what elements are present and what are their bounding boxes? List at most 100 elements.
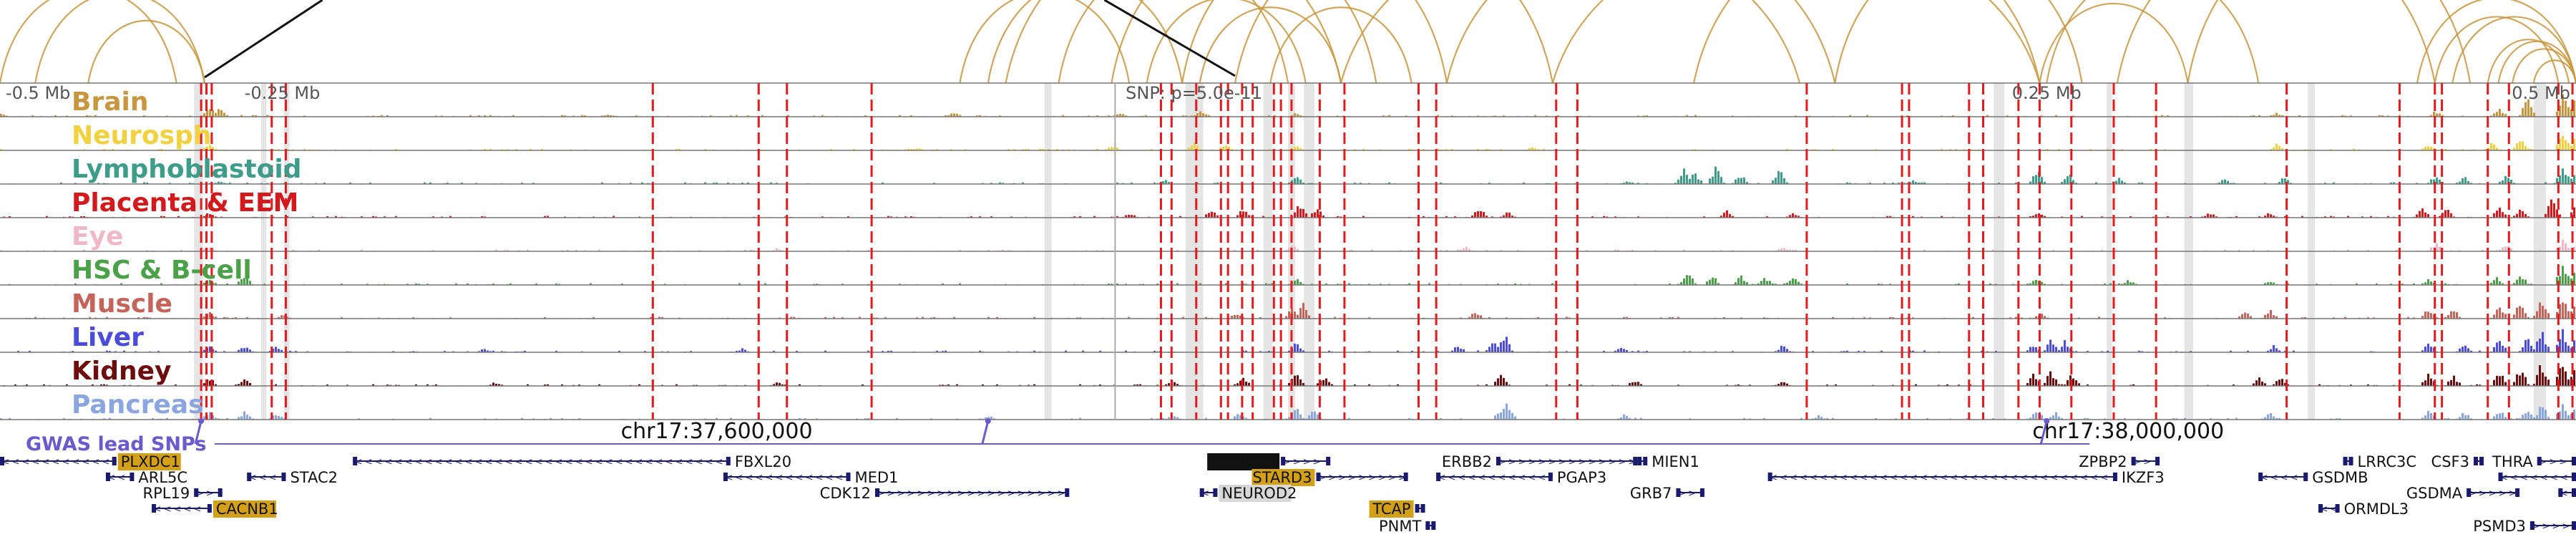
strand-arrow: > — [1293, 457, 1301, 468]
gwas-snp-dot — [985, 418, 991, 424]
strand-arrow: > — [1358, 473, 1366, 483]
exon — [194, 488, 199, 497]
gene-label: MIEN1 — [1652, 453, 1699, 470]
strand-arrow: < — [756, 473, 763, 483]
gene-label: CDK12 — [820, 485, 871, 502]
exon — [2558, 488, 2563, 497]
strand-arrow: < — [485, 457, 493, 468]
exon — [846, 473, 851, 481]
strand-arrow: > — [2532, 521, 2540, 532]
hic-arcs — [0, 0, 2576, 84]
strand-arrow: < — [435, 457, 443, 468]
exon — [353, 457, 358, 465]
strand-arrow: < — [665, 457, 673, 468]
gene-thra: > > >THRA — [2492, 453, 2576, 470]
gene-label: ZPBP2 — [2079, 453, 2127, 470]
gene-label: PPP1R1B — [1209, 453, 1277, 470]
gene-label: NEUROD2 — [1221, 485, 1297, 502]
exon — [247, 473, 252, 481]
hic-arc — [2116, 0, 2436, 84]
track-label: Muscle — [72, 289, 172, 319]
strand-arrow: < — [1488, 473, 1496, 483]
gene-label: RPL19 — [143, 485, 190, 502]
hic-arc — [1058, 0, 1289, 84]
exon — [1637, 457, 1642, 465]
strand-arrow: < — [525, 457, 533, 468]
strand-arrow: < — [1810, 473, 1818, 483]
strand-arrow: < — [2010, 473, 2018, 483]
strand-arrow: < — [194, 504, 202, 515]
strand-arrow: < — [92, 457, 100, 468]
gwas-snp-marker — [2039, 420, 2048, 445]
strand-arrow: < — [1780, 473, 1787, 483]
gene-label: PLXDC1 — [121, 453, 180, 470]
hic-arc — [2434, 16, 2560, 84]
strand-arrow: < — [555, 457, 563, 468]
gene-plxdc1: < < < < < < < < < < < PLXDC1 — [0, 453, 181, 470]
exon — [1213, 488, 1218, 497]
strand-arrow: < — [2270, 473, 2278, 483]
strand-arrow: > — [1548, 457, 1556, 468]
gene-grb7: > > GRB7 — [1630, 485, 1704, 502]
signal-profile — [17, 329, 2575, 352]
hic-arc — [959, 0, 1131, 84]
strand-arrow: < — [535, 457, 543, 468]
strand-arrow: < — [786, 473, 794, 483]
strand-arrow: < — [796, 473, 804, 483]
strand-arrow: < — [2321, 504, 2328, 515]
strand-arrow: < — [1478, 473, 1486, 483]
strand-arrow: < — [1518, 473, 1526, 483]
strand-arrow: < — [746, 473, 753, 483]
hic-arc — [1445, 0, 1836, 84]
gene-tcap: TCAP — [1369, 500, 1425, 518]
gene-highlight — [213, 500, 276, 518]
exon — [2335, 504, 2340, 513]
gene-highlight — [1207, 453, 1280, 470]
gene-neurod2: < NEUROD2 — [1199, 485, 1297, 502]
track-label: Eye — [72, 222, 123, 251]
gene-label: GSDMA — [2406, 485, 2463, 502]
strand-arrow: > — [196, 488, 204, 499]
exon — [218, 488, 223, 497]
gene-label: STARD3 — [1252, 469, 1312, 486]
strand-arrow: < — [1940, 473, 1948, 483]
strand-arrow: < — [1850, 473, 1858, 483]
genomic-axis-label: chr17:37,600,000 — [621, 419, 813, 444]
gwas-snp-marker — [981, 420, 990, 445]
gene-label: GSDMB — [2312, 469, 2368, 486]
strand-arrow: > — [1368, 473, 1376, 483]
strand-arrow: < — [2560, 488, 2568, 499]
strand-arrow: > — [1378, 473, 1386, 483]
strand-arrow: < — [2520, 473, 2528, 483]
strand-arrow: > — [1589, 457, 1596, 468]
track-eye — [0, 239, 2576, 252]
exon — [1425, 521, 1430, 530]
hic-arc — [1234, 0, 1553, 84]
strand-arrow: < — [2090, 473, 2098, 483]
gene-ikzf3: < < < < < < < < < < < < < < < < < < < < < < < < < < < < < < < < < < IKZF3 — [1767, 469, 2165, 486]
strand-arrow: > — [1558, 457, 1566, 468]
strand-arrow: < — [1870, 473, 1878, 483]
strand-arrow: < — [82, 457, 90, 468]
gwas-label: GWAS lead SNPs — [26, 433, 206, 455]
strand-arrow: < — [1508, 473, 1516, 483]
gene-pgap3: < < < < < < < < < < < PGAP3 — [1436, 469, 1606, 486]
exon — [1767, 473, 1772, 481]
gene-pnmt: PNMT — [1379, 518, 1436, 535]
strand-arrow: > — [1048, 488, 1055, 499]
strand-arrow: > — [2469, 488, 2477, 499]
exon — [281, 473, 286, 481]
gene-label: PSMD3 — [2473, 518, 2526, 535]
strand-arrow: < — [2560, 473, 2568, 483]
strand-arrow: > — [1338, 473, 1346, 483]
strand-arrow: < — [12, 457, 20, 468]
strand-arrow: < — [2530, 473, 2538, 483]
strand-arrow: > — [2539, 457, 2547, 468]
strand-arrow: < — [174, 504, 182, 515]
gwas-snp-dot — [198, 418, 205, 424]
strand-arrow: < — [696, 457, 703, 468]
exon — [2318, 504, 2323, 513]
gene-cdk12: > > > > > > > > > > > > > > > > > > >CDK12 — [820, 485, 1070, 502]
strand-arrow: < — [1438, 473, 1446, 483]
gene-med1: < < < < < < < < < < < < MED1 — [723, 469, 898, 486]
